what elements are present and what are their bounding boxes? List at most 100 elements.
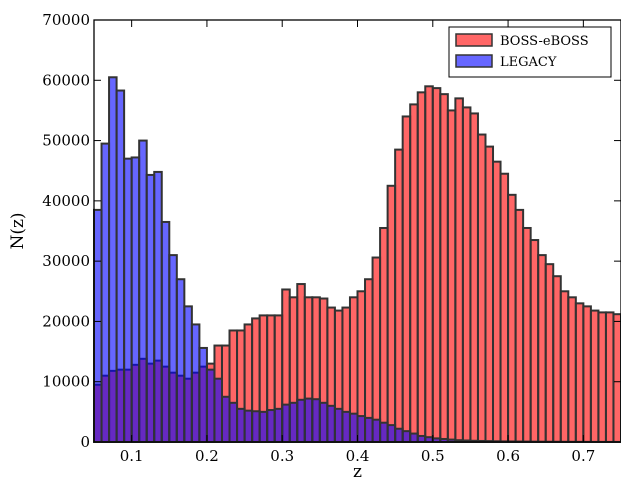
legacy-bar	[190, 323, 201, 443]
legacy-bar	[123, 157, 133, 443]
legacy-bar	[108, 76, 118, 444]
legacy-bar	[386, 424, 397, 443]
boss-eboss-bar	[484, 145, 495, 443]
boss-eboss-bar	[446, 109, 457, 444]
legacy-bar	[138, 139, 148, 443]
legacy-bar	[266, 409, 276, 443]
legacy-bar	[348, 412, 359, 444]
y-axis: 0 10000 20000 30000 40000 50000 60000 70000	[42, 11, 621, 451]
boss-eboss-bar	[476, 133, 487, 443]
legacy-bar	[379, 421, 389, 443]
legacy-bar	[416, 434, 427, 444]
legend-label-boss-eboss: BOSS-eBOSS	[500, 34, 589, 49]
legend-swatch-boss-eboss	[455, 33, 493, 47]
boss-eboss-bar	[379, 226, 389, 443]
legacy-bar	[258, 410, 269, 443]
legacy-bar	[311, 398, 321, 444]
legacy-bar	[303, 397, 314, 443]
legacy-bar	[160, 220, 171, 443]
boss-eboss-bar	[559, 290, 570, 444]
x-axis: 0.1 0.2 0.3 0.4 0.5 0.6 0.7	[120, 20, 595, 465]
y-tick-label: 30000	[42, 252, 90, 270]
legacy-bar	[364, 416, 374, 444]
legacy-bar	[115, 89, 126, 443]
legacy-bar	[236, 407, 246, 443]
legacy-bar	[356, 415, 367, 443]
legacy-bar	[93, 208, 103, 443]
legacy-bar	[183, 305, 193, 443]
y-tick-label: 70000	[42, 11, 90, 29]
legacy-bar	[273, 407, 284, 443]
x-tick-label: 0.6	[496, 447, 520, 465]
x-tick-label: 0.1	[120, 447, 144, 465]
boss-eboss-bar	[507, 193, 517, 443]
boss-eboss-bar	[371, 256, 382, 443]
x-tick-label: 0.4	[346, 447, 370, 465]
x-tick-label: 0.2	[195, 447, 219, 465]
legacy-bar	[145, 173, 156, 443]
legacy-bar	[198, 346, 208, 444]
legacy-bar	[220, 395, 231, 444]
boss-eboss-bar	[454, 97, 464, 444]
boss-eboss-bar	[461, 106, 472, 443]
legacy-bar	[153, 170, 163, 443]
boss-eboss-bar	[597, 311, 607, 444]
y-tick-label: 10000	[42, 373, 90, 391]
y-axis-label: N(z)	[8, 212, 28, 249]
legacy-bar	[130, 156, 141, 443]
boss-eboss-bar	[552, 275, 562, 443]
legacy-bar	[424, 436, 434, 443]
boss-eboss-bar	[401, 115, 412, 444]
boss-eboss-bar	[574, 302, 585, 443]
x-tick-label: 0.7	[571, 447, 595, 465]
legacy-bar	[205, 368, 216, 443]
x-axis-label: z	[353, 462, 362, 482]
y-tick-label: 0	[80, 433, 90, 451]
legacy-bar	[281, 403, 291, 443]
boss-eboss-bar	[416, 91, 427, 443]
boss-eboss-bar	[499, 172, 510, 443]
boss-eboss-bar	[386, 184, 397, 443]
x-tick-label: 0.5	[421, 447, 445, 465]
legacy-bar	[251, 410, 261, 443]
legacy-bar	[296, 398, 306, 443]
legacy-bar	[371, 418, 382, 444]
boss-eboss-bar	[589, 309, 600, 443]
legacy-bar	[213, 377, 223, 444]
legacy-bar	[318, 401, 329, 443]
y-tick-label: 20000	[42, 312, 90, 330]
legacy-bar	[243, 409, 254, 443]
legend: BOSS-eBOSS LEGACY	[448, 26, 612, 78]
y-tick-label: 60000	[42, 71, 90, 89]
legacy-bar	[401, 430, 412, 443]
legend-swatch-legacy	[455, 54, 493, 68]
legacy-bar	[326, 404, 336, 443]
boss-eboss-bar	[424, 85, 434, 443]
legacy-bar	[288, 401, 299, 443]
boss-eboss-bar	[582, 305, 592, 443]
legacy-bar	[100, 142, 111, 443]
boss-eboss-bar	[431, 87, 442, 444]
boss-eboss-bar	[469, 112, 479, 443]
boss-eboss-bar	[492, 160, 502, 443]
boss-eboss-bar	[612, 313, 621, 443]
legacy-bar	[394, 427, 404, 443]
boss-eboss-bar	[522, 226, 532, 443]
legend-label-legacy: LEGACY	[500, 55, 557, 70]
boss-eboss-bar	[544, 263, 555, 443]
legacy-bar	[409, 432, 419, 443]
y-tick-label: 40000	[42, 192, 90, 210]
x-tick-label: 0.3	[270, 447, 294, 465]
boss-eboss-bar	[604, 311, 615, 444]
boss-eboss-bar	[409, 103, 419, 444]
legacy-bar	[333, 407, 344, 443]
legacy-bar	[228, 401, 239, 443]
boss-eboss-bar	[439, 93, 449, 444]
y-tick-label: 50000	[42, 132, 90, 150]
boss-eboss-bar	[394, 148, 404, 444]
legacy-bar	[168, 254, 178, 443]
legacy-bar	[341, 410, 351, 443]
boss-eboss-bar	[529, 239, 540, 443]
legacy-bar	[175, 278, 186, 444]
